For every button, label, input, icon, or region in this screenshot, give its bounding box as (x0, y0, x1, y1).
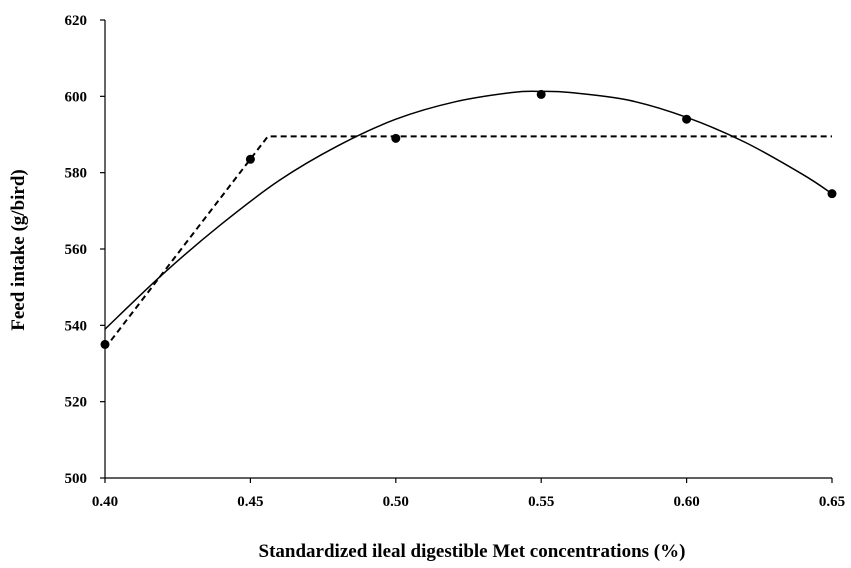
data-point (827, 189, 837, 199)
y-tick-label: 500 (65, 471, 88, 487)
y-tick-label: 560 (65, 242, 88, 258)
plot-series (100, 89, 837, 349)
y-tick-label: 580 (65, 166, 88, 182)
broken-line-fit (104, 135, 832, 349)
x-tick-label: 0.55 (528, 494, 554, 510)
x-tick-label: 0.60 (673, 494, 699, 510)
y-tick-label: 540 (65, 318, 88, 334)
y-axis-ticks: 500 520 540 560 580 600 620 (65, 13, 105, 487)
data-point (391, 133, 401, 143)
data-point (536, 89, 546, 99)
data-point (245, 154, 255, 164)
x-axis-title: Standardized ileal digestible Met concen… (259, 541, 686, 562)
quadratic-fit-curve (104, 90, 833, 330)
x-tick-label: 0.65 (819, 494, 845, 510)
y-tick-label: 620 (65, 13, 88, 29)
x-tick-label: 0.50 (383, 494, 409, 510)
y-axis-title: Feed intake (g/bird) (8, 169, 29, 331)
x-tick-label: 0.45 (237, 494, 263, 510)
y-tick-label: 520 (65, 395, 88, 411)
x-tick-label: 0.40 (92, 494, 118, 510)
y-tick-label: 600 (65, 89, 88, 105)
data-point (682, 114, 692, 124)
x-axis-ticks: 0.40 0.45 0.50 0.55 0.60 0.65 (92, 478, 845, 510)
